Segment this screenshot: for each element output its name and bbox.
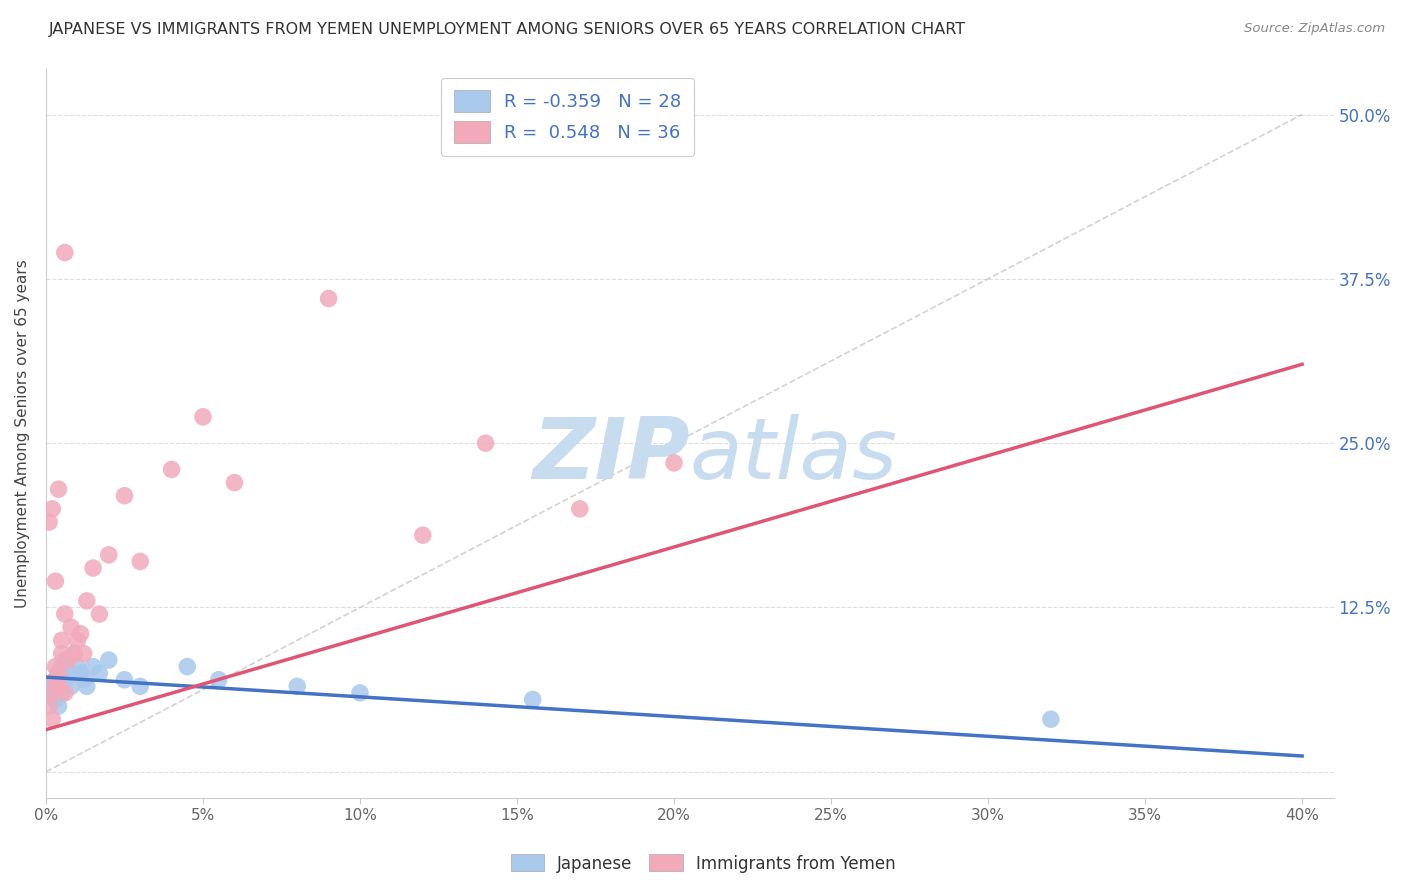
Point (72, 673, 94, 687)
Point (38, 515, 60, 529)
Text: atlas: atlas (690, 414, 898, 497)
Y-axis label: Unemployment Among Seniors over 65 years: Unemployment Among Seniors over 65 years (15, 259, 30, 607)
Text: Source: ZipAtlas.com: Source: ZipAtlas.com (1244, 22, 1385, 36)
Legend: Japanese, Immigrants from Yemen: Japanese, Immigrants from Yemen (503, 847, 903, 880)
Point (51, 659, 73, 673)
Point (44, 574, 66, 589)
Point (60, 620, 83, 634)
Point (41, 712, 63, 726)
Point (82, 659, 104, 673)
Point (53, 686, 76, 700)
Point (51, 686, 73, 700)
Point (349, 686, 371, 700)
Point (224, 475, 246, 490)
Point (89, 666, 111, 681)
Point (48, 482, 70, 496)
Point (44, 659, 66, 673)
Point (53, 607, 76, 621)
Point (412, 528, 434, 542)
Point (44, 673, 66, 687)
Point (48, 699, 70, 714)
Point (191, 409, 214, 424)
Point (1039, 712, 1062, 726)
Point (44, 673, 66, 687)
Point (60, 679, 83, 693)
Point (97, 653, 120, 667)
Point (66, 633, 89, 648)
Point (76, 594, 98, 608)
Point (41, 686, 63, 700)
Point (48, 666, 70, 681)
Point (63, 647, 86, 661)
Point (56, 653, 79, 667)
Point (89, 607, 111, 621)
Point (76, 679, 98, 693)
Point (44, 692, 66, 706)
Point (97, 548, 120, 562)
Point (285, 679, 308, 693)
Point (114, 673, 136, 687)
Point (51, 633, 73, 648)
Point (53, 245, 76, 260)
Point (114, 489, 136, 503)
Point (38, 686, 60, 700)
Point (69, 626, 91, 640)
Point (474, 436, 496, 450)
Text: JAPANESE VS IMMIGRANTS FROM YEMEN UNEMPLOYMENT AMONG SENIORS OVER 65 YEARS CORRE: JAPANESE VS IMMIGRANTS FROM YEMEN UNEMPL… (49, 22, 966, 37)
Point (66, 659, 89, 673)
Point (662, 456, 685, 470)
Point (56, 666, 79, 681)
Point (41, 679, 63, 693)
Point (568, 501, 591, 516)
Point (160, 462, 183, 476)
Point (318, 292, 340, 306)
Point (48, 679, 70, 693)
Point (53, 673, 76, 687)
Legend: R = -0.359   N = 28, R =  0.548   N = 36: R = -0.359 N = 28, R = 0.548 N = 36 (441, 78, 695, 156)
Point (129, 679, 152, 693)
Point (72, 647, 94, 661)
Point (48, 666, 70, 681)
Point (129, 554, 152, 568)
Point (69, 666, 91, 681)
Text: ZIP: ZIP (531, 414, 690, 497)
Point (176, 659, 198, 673)
Point (41, 501, 63, 516)
Point (522, 692, 544, 706)
Point (82, 561, 104, 575)
Point (63, 647, 86, 661)
Point (38, 699, 60, 714)
Point (208, 673, 231, 687)
Point (53, 653, 76, 667)
Point (51, 647, 73, 661)
